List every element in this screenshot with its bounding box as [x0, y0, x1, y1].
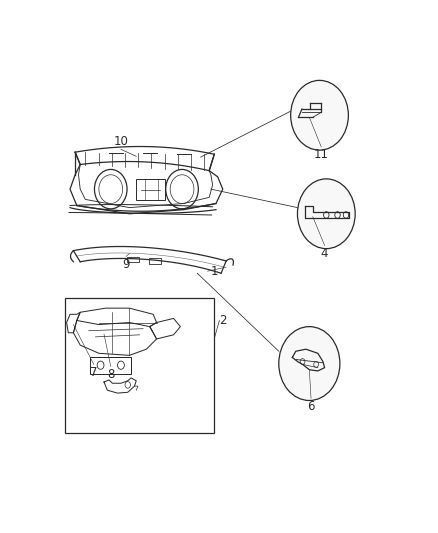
Circle shape: [279, 327, 340, 400]
Circle shape: [297, 179, 355, 248]
Text: 11: 11: [314, 148, 328, 161]
Text: 10: 10: [113, 135, 128, 148]
Text: 2: 2: [219, 314, 227, 327]
Text: 9: 9: [122, 257, 130, 271]
Bar: [90, 357, 131, 374]
Text: 4: 4: [321, 247, 328, 260]
Circle shape: [291, 80, 348, 150]
Text: 7: 7: [90, 366, 98, 378]
Bar: [136, 179, 165, 200]
Bar: [127, 257, 138, 262]
Text: 8: 8: [107, 368, 114, 381]
Bar: [65, 298, 214, 433]
Bar: [149, 258, 161, 263]
Text: 6: 6: [307, 400, 315, 413]
Text: 1: 1: [211, 265, 219, 278]
